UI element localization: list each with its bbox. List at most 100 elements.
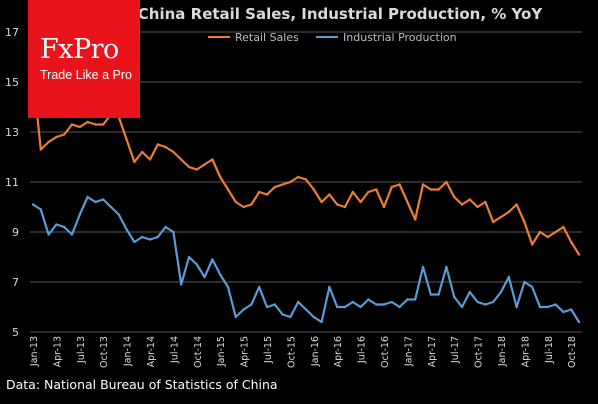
- source-note: Data: National Bureau of Statistics of C…: [6, 377, 278, 392]
- data-point: [546, 305, 549, 309]
- x-tick-label: Oct-17: [474, 336, 485, 368]
- data-point: [359, 305, 362, 309]
- data-point: [484, 200, 487, 204]
- data-point: [390, 185, 393, 189]
- data-point: [148, 238, 152, 241]
- data-point: [242, 205, 245, 209]
- y-tick-label: 17: [5, 26, 19, 39]
- data-point: [78, 125, 82, 129]
- chart-title: China Retail Sales, Industrial Productio…: [138, 5, 544, 23]
- data-point: [86, 120, 89, 124]
- data-point: [577, 253, 581, 256]
- data-point: [351, 190, 354, 194]
- data-point: [172, 150, 175, 154]
- data-point: [351, 300, 354, 304]
- data-point: [94, 123, 97, 126]
- data-point: [312, 315, 315, 319]
- series-lines: [31, 73, 581, 324]
- chart-legend: Retail Sales Industrial Production: [208, 31, 457, 44]
- data-point: [164, 145, 167, 149]
- data-point: [460, 203, 464, 206]
- data-point: [94, 200, 97, 204]
- x-tick-label: Apr-18: [520, 336, 531, 367]
- data-point: [148, 158, 152, 161]
- data-point: [234, 315, 237, 319]
- data-point: [39, 208, 42, 211]
- data-point: [55, 135, 58, 139]
- data-point: [375, 188, 378, 191]
- x-tick-label: Jan-14: [123, 336, 134, 367]
- data-point: [328, 285, 331, 289]
- data-point: [47, 140, 50, 144]
- data-point: [297, 300, 300, 304]
- data-point: [289, 180, 292, 184]
- data-point: [258, 190, 261, 194]
- x-tick-label: Jul-15: [263, 336, 274, 364]
- data-point: [250, 203, 253, 206]
- x-tick-label: Jul-13: [76, 336, 87, 364]
- data-point: [429, 188, 432, 191]
- data-point: [320, 320, 323, 324]
- x-tick-label: Oct-15: [286, 336, 297, 368]
- data-point: [538, 305, 542, 309]
- data-point: [476, 205, 479, 209]
- data-point: [570, 308, 573, 311]
- data-point: [492, 300, 495, 304]
- data-point: [304, 178, 308, 181]
- data-point: [336, 203, 339, 206]
- data-point: [226, 285, 230, 289]
- x-tick-label: Jul-16: [357, 336, 368, 364]
- data-point: [382, 205, 386, 209]
- data-point: [78, 213, 82, 216]
- x-tick-label: Oct-14: [193, 336, 204, 368]
- series-line: [32, 195, 580, 324]
- data-point: [523, 220, 526, 224]
- data-point: [250, 303, 253, 306]
- data-point: [86, 195, 89, 199]
- data-point: [375, 303, 378, 306]
- data-point: [304, 308, 308, 311]
- data-point: [468, 290, 471, 294]
- data-point: [453, 195, 456, 199]
- x-tick-label: Apr-17: [427, 336, 438, 367]
- x-tick-label: Oct-18: [567, 336, 578, 368]
- x-tick-label: Jul-14: [169, 336, 180, 364]
- data-point: [570, 240, 573, 244]
- data-point: [562, 310, 565, 314]
- data-point: [55, 223, 58, 226]
- data-point: [429, 293, 432, 296]
- brand-logo-box: FxPro Trade Like a Pro: [28, 0, 140, 118]
- x-axis-ticks: Jan-13 Apr-13 Jul-13 Oct-13 Jan-14 Apr-14 Jul-…: [29, 336, 578, 368]
- x-tick-label: Apr-16: [333, 336, 344, 367]
- data-point: [398, 305, 401, 309]
- data-point: [203, 163, 206, 166]
- data-point: [390, 300, 393, 304]
- data-point: [421, 183, 425, 186]
- series-industrial-production: [31, 195, 581, 324]
- x-tick-label: Jan-15: [216, 336, 227, 367]
- data-point: [242, 308, 245, 311]
- x-tick-label: Jan-16: [310, 336, 321, 367]
- data-point: [265, 305, 269, 309]
- data-point: [476, 300, 479, 304]
- data-point: [125, 138, 128, 141]
- data-point: [226, 188, 230, 191]
- data-point: [538, 230, 542, 234]
- x-tick-label: Jan-17: [403, 336, 414, 367]
- data-point: [507, 210, 510, 214]
- data-point: [437, 293, 440, 296]
- data-point: [546, 235, 549, 239]
- data-point: [406, 200, 409, 204]
- data-point: [507, 275, 510, 279]
- y-tick-label: 5: [12, 326, 19, 339]
- data-point: [102, 123, 105, 126]
- data-point: [367, 298, 370, 301]
- x-tick-label: Jan-13: [29, 336, 40, 367]
- data-point: [109, 205, 113, 209]
- data-point: [125, 228, 128, 231]
- legend-label: Industrial Production: [343, 31, 457, 44]
- data-point: [328, 193, 331, 196]
- data-point: [515, 203, 518, 206]
- data-point: [39, 148, 42, 151]
